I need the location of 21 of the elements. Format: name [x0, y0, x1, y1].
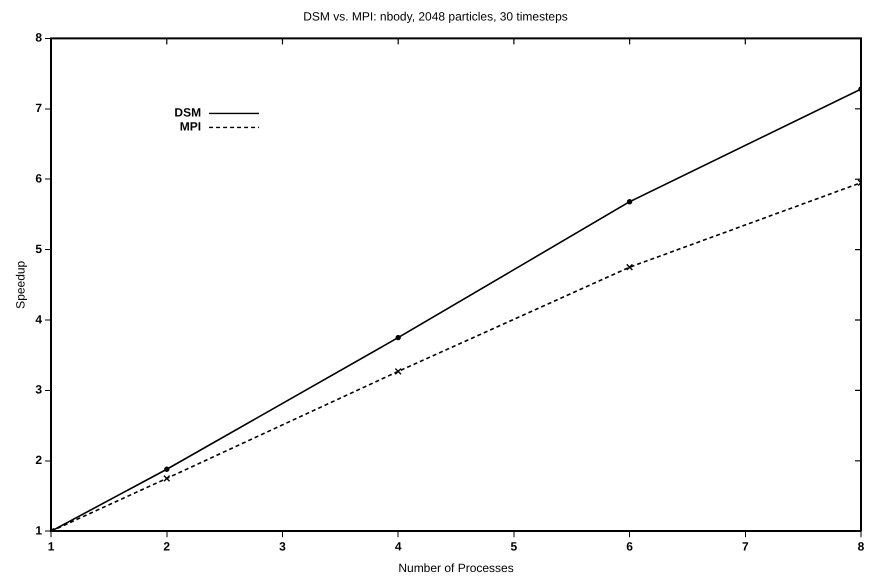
- x-tick-label: 2: [163, 540, 170, 554]
- y-tick-label: 6: [35, 172, 42, 186]
- x-tick-label: 3: [279, 540, 286, 554]
- x-tick-label: 6: [626, 540, 634, 554]
- y-tick-label: 2: [35, 453, 42, 468]
- y-tick-label: 3: [35, 382, 42, 397]
- x-tick-label: 1: [48, 540, 55, 554]
- y-tick-label: 5: [35, 242, 42, 256]
- x-tick-label: 4: [394, 540, 402, 554]
- y-tick-label: 7: [35, 101, 42, 116]
- legend-label: DSM: [174, 106, 202, 120]
- x-axis-title: Number of Processes: [398, 561, 514, 576]
- x-tick-label: 5: [510, 540, 518, 554]
- x-tick-label: 7: [742, 540, 749, 554]
- y-tick-label: 4: [35, 312, 42, 326]
- chart-title: DSM vs. MPI: nbody, 2048 particles, 30 timesteps: [303, 10, 568, 24]
- x-tick-label: 8: [858, 540, 865, 554]
- legend-label: MPI: [180, 120, 202, 134]
- y-tick-label: 8: [35, 30, 42, 45]
- y-axis-title: Speedup: [14, 260, 28, 309]
- y-tick-label: 1: [35, 524, 42, 538]
